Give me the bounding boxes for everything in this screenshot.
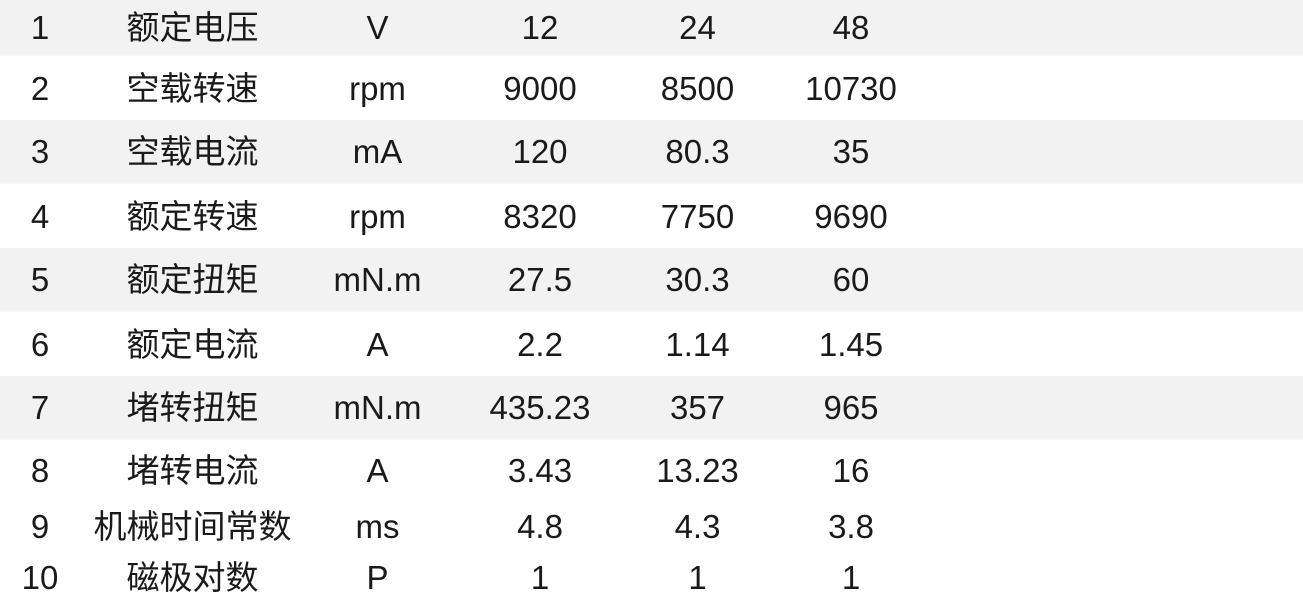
value-12v: 435.23 [489,388,591,426]
value-48v: 9690 [814,197,888,235]
value-24v: 24 [679,8,716,46]
value-48v: 1 [841,559,861,596]
value-24v: 4.3 [674,508,721,545]
unit-label: mA [352,132,403,170]
value-12v: 27.5 [507,260,573,298]
value-12v: 2.2 [517,325,563,363]
value-24v: 8500 [660,69,735,107]
parameter-name: 额定电压 [126,8,259,46]
value-48v: 965 [823,388,879,426]
table-row: 7 堵转扭矩 mN.m 435.23 357 965 [0,376,1303,440]
row-index: 7 [30,388,50,426]
unit-label: mN.m [333,388,422,426]
table-row: 9 机械时间常数 ms 4.8 4.3 3.8 [0,500,1303,553]
value-12v: 12 [521,8,559,46]
row-index: 3 [30,132,50,170]
parameter-name: 堵转扭矩 [126,388,259,426]
row-index: 6 [30,325,50,363]
row-index: 2 [30,69,50,107]
value-24v: 1 [688,559,707,596]
value-48v: 35 [832,132,870,170]
row-index: 5 [30,260,50,298]
parameter-name: 空载转速 [126,69,259,107]
unit-label: mN.m [333,260,422,298]
table-row: 10 磁极对数 P 1 1 1 [0,553,1303,602]
unit-label: A [366,451,389,489]
parameter-name: 磁极对数 [126,559,259,596]
parameter-name: 额定扭矩 [126,260,259,298]
value-48v: 60 [832,260,870,298]
value-48v: 48 [832,8,870,46]
parameter-name: 空载电流 [126,132,259,170]
row-index: 8 [30,451,50,489]
value-12v: 1 [530,559,550,596]
table-row: 2 空载转速 rpm 9000 8500 10730 [0,56,1303,120]
unit-label: ms [355,508,400,545]
table-row: 8 堵转电流 A 3.43 13.23 16 [0,440,1303,500]
unit-label: A [366,325,389,363]
table-row: 4 额定转速 rpm 8320 7750 9690 [0,184,1303,248]
row-index: 9 [30,508,50,545]
row-index: 4 [30,197,50,235]
table-row: 5 额定扭矩 mN.m 27.5 30.3 60 [0,248,1303,312]
table-row: 3 空载电流 mA 120 80.3 35 [0,120,1303,184]
parameter-name: 额定电流 [126,325,259,363]
value-24v: 80.3 [665,132,730,170]
unit-label: rpm [349,69,406,107]
value-12v: 4.8 [517,508,563,545]
parameter-name: 额定转速 [126,197,259,235]
value-24v: 357 [669,388,726,426]
table-row: 6 额定电流 A 2.2 1.14 1.45 [0,312,1303,376]
value-24v: 1.14 [665,325,730,363]
unit-label: rpm [349,197,406,235]
row-index: 1 [30,8,50,46]
value-24v: 13.23 [656,451,739,489]
parameter-name: 堵转电流 [126,451,259,489]
value-48v: 3.8 [828,508,874,545]
value-24v: 30.3 [665,260,730,298]
value-12v: 9000 [503,69,577,107]
row-index: 10 [21,559,59,596]
value-48v: 10730 [805,69,897,107]
value-24v: 7750 [660,197,735,235]
value-12v: 8320 [503,197,577,235]
value-48v: 16 [832,451,870,489]
unit-label: V [366,8,389,46]
table-row: 1 额定电压 V 12 24 48 [0,0,1303,56]
value-12v: 120 [512,132,568,170]
parameter-name: 机械时间常数 [93,508,292,545]
value-12v: 3.43 [507,451,573,489]
value-48v: 1.45 [818,325,884,363]
unit-label: P [366,559,389,596]
